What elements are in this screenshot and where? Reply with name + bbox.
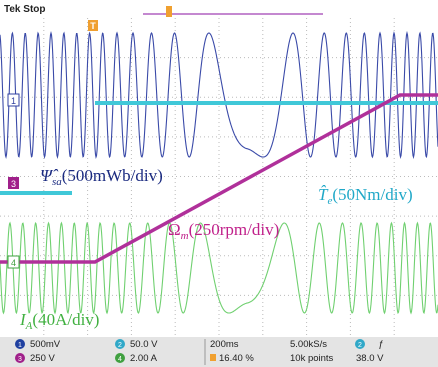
- ch2-number: 2: [118, 342, 122, 349]
- trigger-slope: ƒ: [378, 339, 383, 350]
- ch1-number: 1: [18, 342, 22, 349]
- ch1-scale: 500mV: [30, 339, 61, 350]
- ch4-marker: 4: [11, 258, 16, 268]
- ch3-marker: 3: [11, 179, 16, 189]
- subscript: sa: [52, 176, 62, 188]
- timebase: 200ms: [210, 339, 239, 350]
- text: (250rpm/div): [189, 220, 280, 239]
- text: (500mWb/div): [62, 166, 163, 185]
- sample-rate: 5.00kS/s: [290, 339, 327, 350]
- trigger-position-icon: [210, 354, 216, 361]
- status: Tek Stop: [4, 4, 45, 15]
- subscript: m: [181, 230, 189, 242]
- ch1-marker: 1: [11, 96, 16, 106]
- trigger-channel: 2: [358, 342, 362, 349]
- oscilloscope: Tek Stop T 1 3 4 Ψ̂sa(500mWb/div) T̂e(50…: [0, 0, 438, 367]
- text: (40A/div): [32, 310, 99, 329]
- text: (50Nm/div): [332, 185, 412, 204]
- ch4-scale: 2.00 A: [130, 353, 158, 364]
- ch2-scale: 50.0 V: [130, 339, 158, 350]
- symbol: Ω: [168, 220, 181, 239]
- record-length: 10k points: [290, 353, 334, 364]
- page: Tek Stop T 1 3 4 Ψ̂sa(500mWb/div) T̂e(50…: [0, 0, 438, 367]
- torque-label: T̂e(50Nm/div): [318, 185, 413, 207]
- record-marker: [166, 6, 172, 17]
- ch3-scale: 250 V: [30, 353, 55, 364]
- trigger-marker: T: [90, 21, 96, 31]
- ch3-number: 3: [18, 356, 22, 363]
- trigger-position: 16.40 %: [219, 353, 254, 364]
- footer: 1 500mV 2 50.0 V 3 250 V 4 2.00 A 200ms …: [0, 337, 438, 367]
- trigger-level: 38.0 V: [356, 353, 384, 364]
- ch4-number: 4: [118, 356, 122, 363]
